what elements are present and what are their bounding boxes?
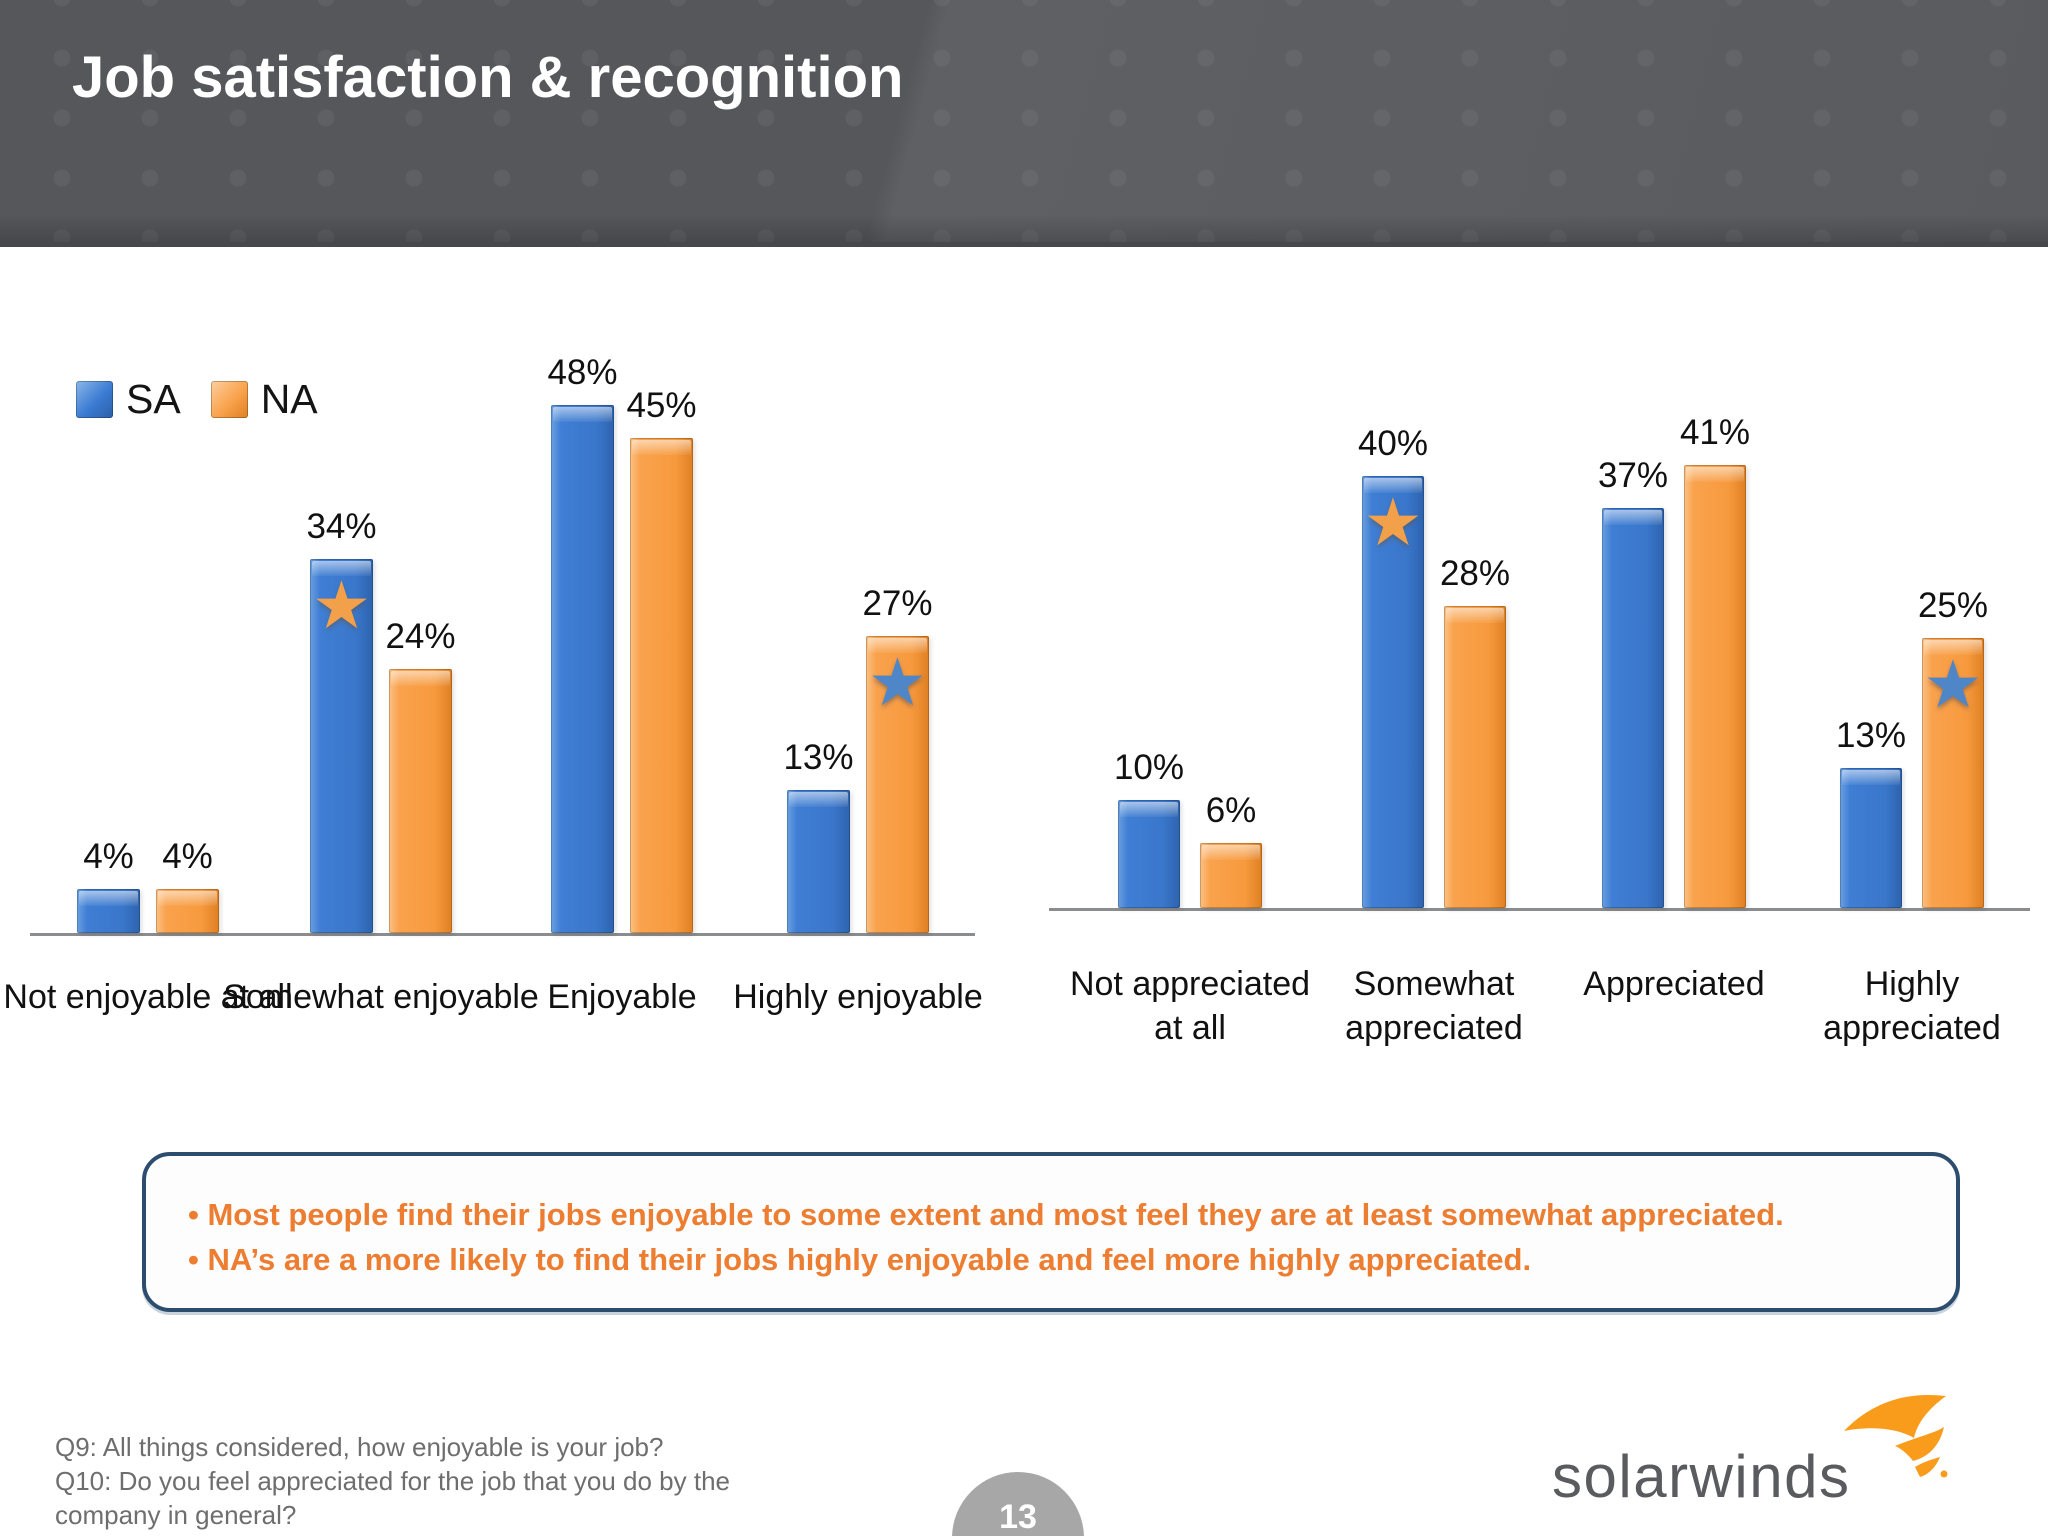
value-label-na-2: 41%	[1679, 413, 1751, 452]
value-label-na-3: 25%	[1917, 586, 1989, 625]
bar-sa-3	[1840, 768, 1902, 908]
star-blue-icon: ★	[867, 645, 928, 719]
bar-sa-0	[77, 889, 140, 933]
page-title: Job satisfaction & recognition	[72, 45, 904, 110]
page-number: 13	[999, 1498, 1037, 1536]
bar-na-2	[1684, 465, 1746, 908]
bar-na-1	[1444, 606, 1506, 908]
category-label: Not appreciated at all	[1069, 965, 1311, 1047]
value-label-sa-2: 37%	[1597, 456, 1669, 495]
bar-sa-1	[1362, 476, 1424, 908]
value-label-sa-0: 10%	[1113, 748, 1185, 787]
value-label-sa-1: 40%	[1357, 424, 1429, 463]
page-number-badge: 13	[952, 1472, 1084, 1536]
value-label-na-0: 6%	[1205, 791, 1257, 830]
key-findings-list: Most people find their jobs enjoyable to…	[188, 1192, 1916, 1282]
value-label-sa-1: 34%	[306, 507, 377, 546]
chart-legend: SA NA	[76, 376, 348, 423]
star-orange-icon: ★	[1363, 485, 1423, 559]
value-label-na-1: 28%	[1439, 554, 1511, 593]
star-blue-icon: ★	[1923, 647, 1983, 721]
bar-sa-1	[310, 559, 373, 933]
value-label-na-1: 24%	[385, 617, 456, 656]
slide-header: Job satisfaction & recognition	[0, 0, 2048, 247]
bar-na-3	[866, 636, 929, 933]
footnote-line: Q10: Do you feel appreciated for the job…	[55, 1466, 730, 1496]
key-finding-bullet: Most people find their jobs enjoyable to…	[188, 1192, 1916, 1237]
value-label-na-3: 27%	[862, 584, 933, 623]
legend-label-sa: SA	[126, 376, 181, 422]
key-finding-bullet: NA’s are a more likely to find their job…	[188, 1237, 1916, 1282]
value-label-na-2: 45%	[626, 386, 697, 425]
chart-appreciation-x-axis	[1049, 908, 2030, 911]
bar-na-2	[630, 438, 693, 933]
legend-item-na: NA	[210, 376, 318, 423]
category-label: Not enjoyable at all	[3, 978, 293, 1016]
chart-enjoyment-x-axis	[30, 933, 975, 936]
solarwinds-logo-text: solarwinds	[1552, 1443, 1851, 1510]
category-label: Somewhat appreciated	[1345, 965, 1523, 1047]
legend-label-na: NA	[260, 376, 318, 422]
category-label: Highly appreciated	[1823, 965, 2001, 1047]
bar-sa-3	[787, 790, 850, 933]
bar-sa-2	[551, 405, 614, 933]
value-label-sa-3: 13%	[783, 738, 854, 777]
value-label-sa-3: 13%	[1835, 716, 1907, 755]
category-label: Somewhat enjoyable	[223, 978, 539, 1016]
survey-question-footnote: Q9: All things considered, how enjoyable…	[55, 1430, 730, 1532]
category-label: Appreciated	[1583, 965, 1765, 1003]
legend-item-sa: SA	[76, 376, 181, 423]
value-label-sa-0: 4%	[83, 837, 134, 876]
key-findings-callout: Most people find their jobs enjoyable to…	[142, 1152, 1960, 1312]
legend-swatch-na-icon	[210, 381, 248, 418]
bar-sa-0	[1118, 800, 1180, 908]
category-label: Enjoyable	[547, 978, 697, 1016]
bar-na-0	[156, 889, 219, 933]
category-label: Highly enjoyable	[733, 978, 983, 1016]
bar-na-3	[1922, 638, 1984, 908]
bar-na-1	[389, 669, 452, 933]
star-orange-icon: ★	[311, 568, 372, 642]
value-label-sa-2: 48%	[547, 353, 618, 392]
value-label-na-0: 4%	[162, 837, 213, 876]
legend-swatch-sa-icon	[76, 381, 113, 418]
bar-sa-2	[1602, 508, 1664, 908]
footnote-line: Q9: All things considered, how enjoyable…	[55, 1432, 664, 1462]
bar-na-0	[1200, 843, 1262, 908]
solarwinds-flame-icon	[1844, 1394, 1948, 1478]
footnote-line: company in general?	[55, 1500, 297, 1530]
